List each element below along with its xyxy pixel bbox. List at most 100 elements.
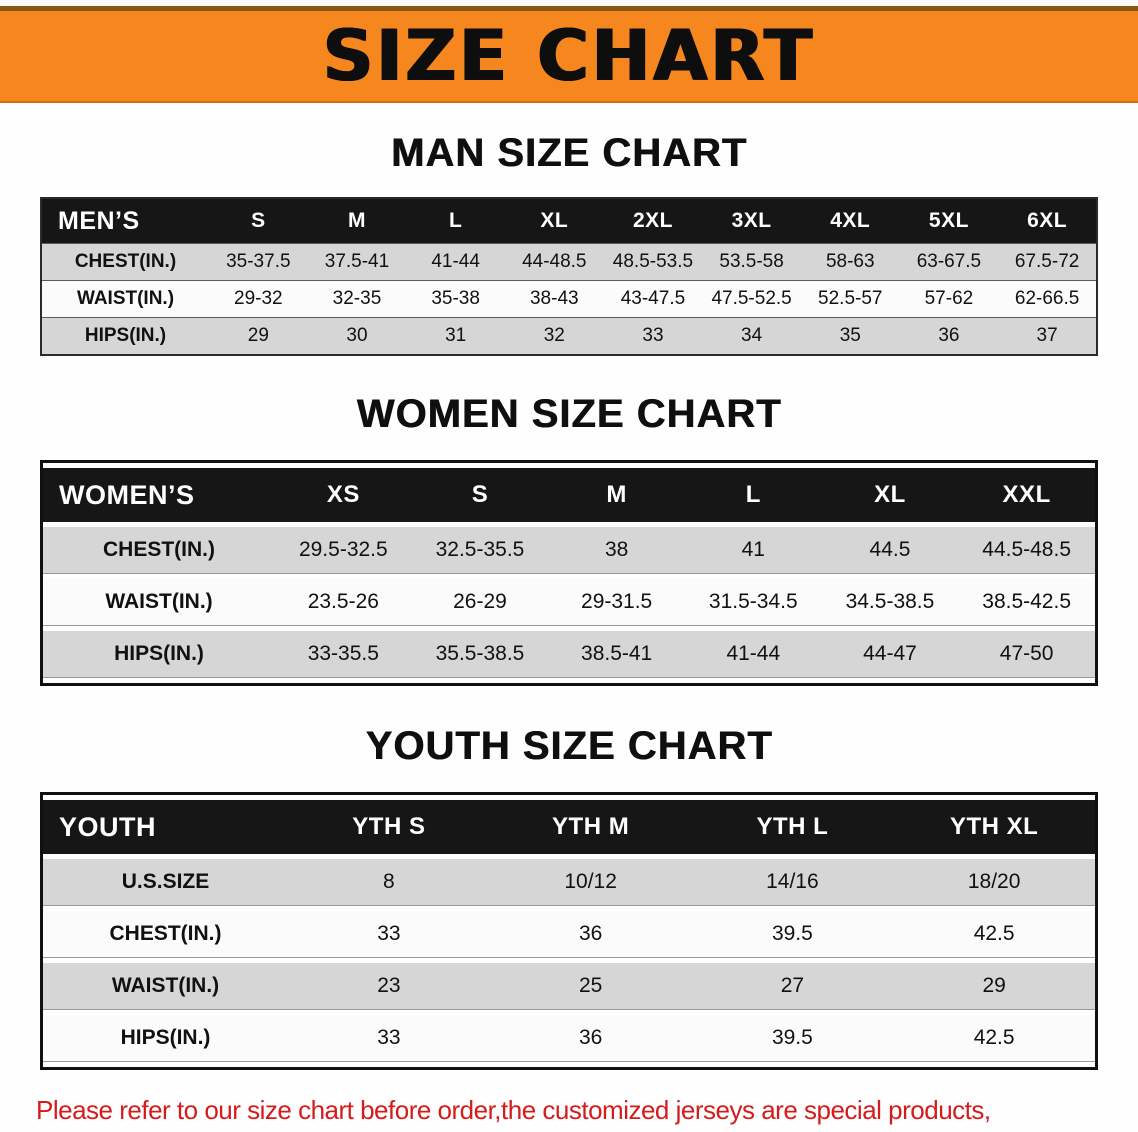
size-value-cell: 29.5-32.5 (275, 527, 412, 574)
size-value-cell: 63-67.5 (899, 243, 999, 281)
size-value-cell: 33-35.5 (275, 631, 412, 678)
row-label: CHEST(IN.) (43, 527, 275, 574)
size-value-cell: 18/20 (893, 859, 1095, 906)
size-value-cell: 41 (684, 527, 822, 574)
size-value-cell: 57-62 (899, 280, 999, 318)
size-value-cell: 33 (288, 1015, 490, 1062)
size-column-header: 2XL (603, 198, 703, 244)
row-label: WAIST(IN.) (43, 963, 288, 1010)
men-size-table-grid: MEN’S S M L XL 2XL 3XL 4XL 5XL 6XL CHEST(IN.) 35-37… (40, 197, 1098, 356)
size-column-header: S (209, 198, 308, 244)
size-value-cell: 35-37.5 (209, 243, 308, 281)
men-size-table: MEN’S S M L XL 2XL 3XL 4XL 5XL 6XL CHEST(IN.) 35-37… (40, 197, 1098, 356)
size-value-cell: 47-50 (958, 631, 1095, 678)
size-value-cell: 37.5-41 (307, 243, 407, 281)
size-value-cell: 35.5-38.5 (411, 631, 549, 678)
size-column-header: 5XL (899, 198, 999, 244)
size-column-header: YTH XL (893, 800, 1095, 854)
size-value-cell: 43-47.5 (603, 280, 703, 318)
row-label: WAIST(IN.) (43, 579, 275, 626)
table-row: CHEST(IN.) 35-37.5 37.5-41 41-44 44-48.5 48.5… (41, 243, 1097, 281)
page-title: SIZE CHART (322, 15, 816, 97)
size-value-cell: 33 (603, 317, 703, 355)
size-value-cell: 34.5-38.5 (821, 579, 959, 626)
table-title-cell: WOMEN’S (43, 468, 275, 522)
size-value-cell: 26-29 (411, 579, 549, 626)
women-section-heading: WOMEN SIZE CHART (356, 392, 782, 436)
row-label: CHEST(IN.) (43, 911, 288, 958)
size-value-cell: 44-48.5 (504, 243, 604, 281)
size-value-cell: 32-35 (307, 280, 407, 318)
table-title-cell: MEN’S (41, 198, 209, 244)
size-column-header: YTH S (288, 800, 490, 854)
size-column-header: L (406, 198, 505, 244)
header-row: MEN’S S M L XL 2XL 3XL 4XL 5XL 6XL (41, 198, 1097, 244)
size-value-cell: 29-31.5 (548, 579, 685, 626)
size-column-header: XS (275, 468, 412, 522)
size-column-header: 4XL (800, 198, 900, 244)
size-value-cell: 35-38 (406, 280, 505, 318)
size-value-cell: 48.5-53.5 (603, 243, 703, 281)
size-value-cell: 62-66.5 (998, 280, 1097, 318)
women-size-section: WOMEN SIZE CHART WOMEN’S XS S M L XL XXL CHEST(… (0, 392, 1138, 686)
row-label: HIPS(IN.) (41, 317, 209, 355)
youth-size-table-grid: YOUTH YTH S YTH M YTH L YTH XL U.S.SIZE 8 10/12… (40, 792, 1098, 1070)
size-value-cell: 67.5-72 (998, 243, 1097, 281)
size-value-cell: 23 (288, 963, 490, 1010)
size-column-header: S (411, 468, 549, 522)
size-value-cell: 39.5 (691, 1015, 894, 1062)
youth-section-heading: YOUTH SIZE CHART (365, 724, 773, 768)
women-size-table-grid: WOMEN’S XS S M L XL XXL CHEST(IN.) 29.5-32.5 32.5… (40, 460, 1098, 686)
size-value-cell: 8 (288, 859, 490, 906)
table-row: WAIST(IN.) 29-32 32-35 35-38 38-43 43-47.5 47.… (41, 280, 1097, 318)
size-value-cell: 37 (998, 317, 1097, 355)
table-row: CHEST(IN.) 33 36 39.5 42.5 (43, 911, 1095, 958)
size-column-header: YTH L (691, 800, 894, 854)
size-value-cell: 38-43 (504, 280, 604, 318)
size-value-cell: 41-44 (406, 243, 505, 281)
table-title-cell: YOUTH (43, 800, 288, 854)
men-size-section: MAN SIZE CHART MEN’S S M L XL 2XL 3XL 4XL 5XL 6XL… (0, 131, 1138, 356)
size-value-cell: 34 (702, 317, 801, 355)
youth-size-table: YOUTH YTH S YTH M YTH L YTH XL U.S.SIZE 8 10/12… (40, 792, 1098, 1070)
size-value-cell: 30 (307, 317, 407, 355)
size-value-cell: 53.5-58 (702, 243, 801, 281)
size-value-cell: 58-63 (800, 243, 900, 281)
size-value-cell: 29-32 (209, 280, 308, 318)
size-value-cell: 38.5-41 (548, 631, 685, 678)
table-row: WAIST(IN.) 23.5-26 26-29 29-31.5 31.5-34.5 34… (43, 579, 1095, 626)
size-value-cell: 14/16 (691, 859, 894, 906)
row-label: CHEST(IN.) (41, 243, 209, 281)
size-value-cell: 33 (288, 911, 490, 958)
women-size-table: WOMEN’S XS S M L XL XXL CHEST(IN.) 29.5-32.5 32.5… (40, 460, 1098, 686)
table-row: U.S.SIZE 8 10/12 14/16 18/20 (43, 859, 1095, 906)
size-value-cell: 31 (406, 317, 505, 355)
size-chart-banner: SIZE CHART (0, 6, 1138, 103)
table-row: HIPS(IN.) 33-35.5 35.5-38.5 38.5-41 41-44 44-… (43, 631, 1095, 678)
men-section-heading: MAN SIZE CHART (390, 131, 748, 175)
size-value-cell: 44.5-48.5 (958, 527, 1095, 574)
size-value-cell: 38 (548, 527, 685, 574)
size-value-cell: 10/12 (489, 859, 692, 906)
size-value-cell: 32.5-35.5 (411, 527, 549, 574)
header-row: YOUTH YTH S YTH M YTH L YTH XL (43, 800, 1095, 854)
table-row: HIPS(IN.) 29 30 31 32 33 34 35 36 37 (41, 317, 1097, 355)
size-value-cell: 38.5-42.5 (958, 579, 1095, 626)
size-column-header: XL (821, 468, 959, 522)
size-value-cell: 36 (489, 911, 692, 958)
size-column-header: 3XL (702, 198, 801, 244)
youth-size-section: YOUTH SIZE CHART YOUTH YTH S YTH M YTH L YTH… (0, 724, 1138, 1070)
row-label: U.S.SIZE (43, 859, 288, 906)
row-label: HIPS(IN.) (43, 1015, 288, 1062)
disclaimer: Please refer to our size chart before or… (36, 1088, 1102, 1132)
size-value-cell: 47.5-52.5 (702, 280, 801, 318)
size-value-cell: 44.5 (821, 527, 959, 574)
row-label: HIPS(IN.) (43, 631, 275, 678)
size-column-header: M (548, 468, 685, 522)
size-value-cell: 31.5-34.5 (684, 579, 822, 626)
size-value-cell: 35 (800, 317, 900, 355)
size-value-cell: 39.5 (691, 911, 894, 958)
size-column-header: YTH M (489, 800, 692, 854)
size-value-cell: 44-47 (821, 631, 959, 678)
